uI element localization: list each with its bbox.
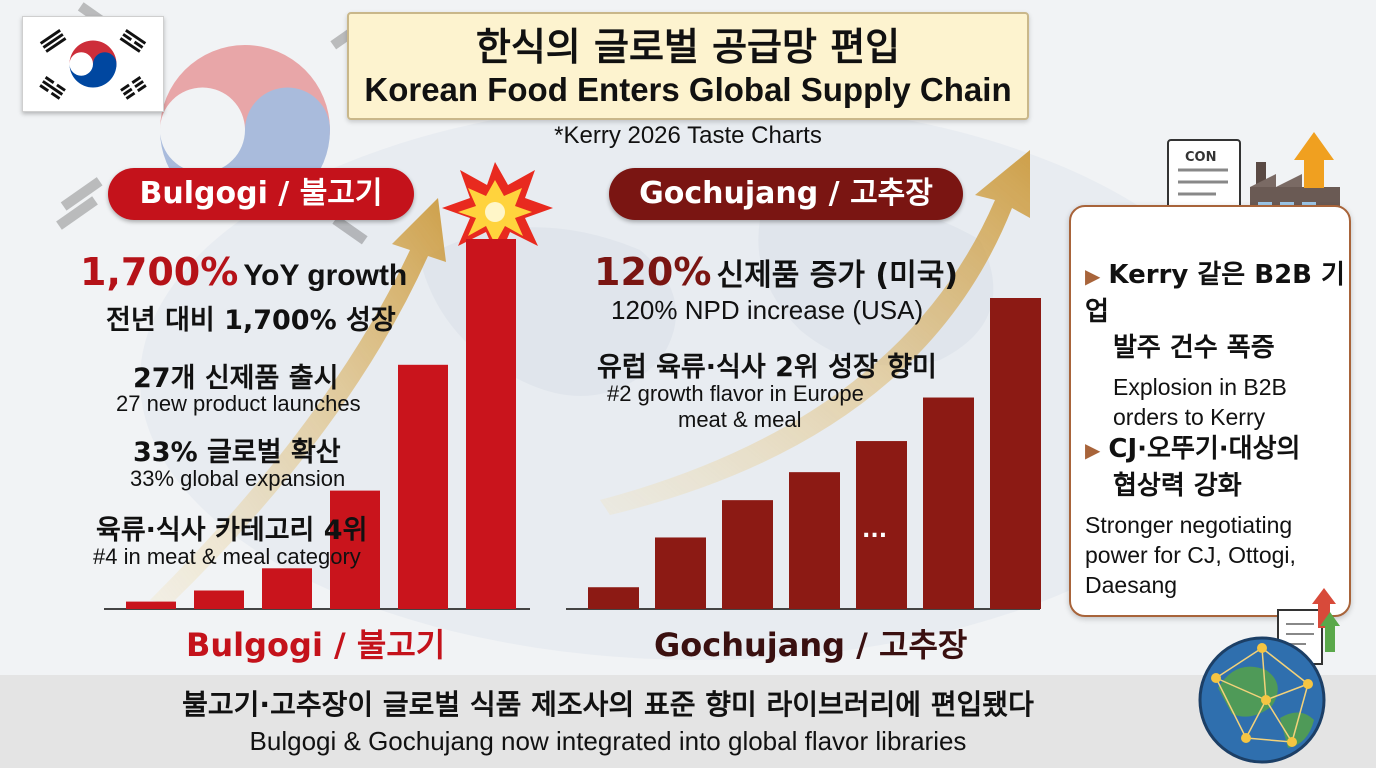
bulgogi-growth-arrow [150,198,446,605]
insight-b2b-english-line1: Explosion in B2B [1113,374,1287,400]
insight-negotiation-korean-line2: 협상력 강화 [1113,471,1242,501]
insight-negotiation-english-line3: Daesang [1085,572,1178,598]
insight-negotiation-korean: ▶ CJ·오뚜기·대상의 [1085,431,1345,468]
globe-network-icon [1198,588,1340,764]
gochujang-bar-4 [789,472,840,609]
bulgogi-stat2-english: 33% global expansion [130,466,346,491]
triangle-bullet-icon: ▶ [1085,264,1101,288]
summary-korean: 불고기·고추장이 글로벌 식품 제조사의 표준 향미 라이브러리에 편입됐다 [182,688,1034,721]
contract-icon-label: CON [1185,150,1217,165]
summary-footer: 불고기·고추장이 글로벌 식품 제조사의 표준 향미 라이브러리에 편입됐다 B… [0,675,1376,768]
gochujang-bar-3 [722,500,773,609]
gochujang-stat1-english-line2: meat & meal [678,407,802,432]
gochujang-bars [588,298,1041,609]
korean-flag-icon [22,16,164,112]
bulgogi-growth-value: 1,700% [80,250,239,294]
bulgogi-growth-korean: 전년 대비 1,700% 성장 [106,305,396,336]
gochujang-bar-5 [856,441,907,609]
insight-negotiation-english-line2: power for CJ, Ottogi, [1085,542,1296,568]
bulgogi-stat1-korean: 27개 신제품 출시 [133,363,339,394]
gochujang-bar-1 [588,587,639,609]
gochujang-growth-arrow [600,150,1030,515]
triangle-bullet-icon: ▶ [1085,438,1101,462]
bulgogi-stat3-english: #4 in meat & meal category [93,544,361,569]
bulgogi-stat2-korean: 33% 글로벌 확산 [133,437,341,468]
insight-item-negotiation: ▶ CJ·오뚜기·대상의 협상력 강화 Stronger negotiating … [1085,431,1345,600]
insight-b2b-korean-line2: 발주 건수 폭증 [1113,333,1275,363]
gochujang-growth-value: 120% [594,250,712,294]
bulgogi-bar-3 [262,568,312,609]
gochujang-growth-english: 120% NPD increase (USA) [611,295,924,325]
insight-negotiation-english-line1: Stronger negotiating [1085,512,1293,538]
gochujang-growth-korean: 신제품 증가 (미국) [716,258,959,293]
insight-negotiation-english: Stronger negotiating power for CJ, Ottog… [1085,510,1345,600]
bulgogi-bar-5 [398,364,448,609]
gochujang-ellipsis: ... [862,518,888,543]
bulgogi-bar-2 [194,590,244,609]
gochujang-axis-label: Gochujang / 고추장 [654,626,968,664]
gochujang-bar-6 [923,397,974,609]
gochujang-bar-7 [990,298,1041,609]
bulgogi-bar-1 [126,601,176,609]
page-title-english: Korean Food Enters Global Supply Chain [364,71,1012,108]
gochujang-stat1-korean: 유럽 육류·식사 2위 성장 향미 [597,352,937,383]
bulgogi-stat1-english: 27 new product launches [116,391,361,416]
gochujang-bar-2 [655,537,706,609]
bulgogi-headline: 1,700% YoY growth [80,250,407,294]
insight-b2b-english-line2: orders to Kerry [1113,404,1266,430]
bulgogi-bar-4 [330,490,380,609]
insight-negotiation-korean-line1: CJ·오뚜기·대상의 [1108,434,1301,464]
source-note: *Kerry 2026 Taste Charts [554,122,822,149]
insight-b2b-english: Explosion in B2B orders to Kerry [1085,372,1345,432]
title-box: 한식의 글로벌 공급망 편입 Korean Food Enters Global… [347,12,1029,120]
gochujang-stat1-english-line1: #2 growth flavor in Europe [607,381,864,406]
insight-item-b2b: ▶ Kerry 같은 B2B 기업 발주 건수 폭증 Explosion in B… [1085,257,1345,432]
page-title-korean: 한식의 글로벌 공급망 편입 [475,25,901,69]
summary-english: Bulgogi & Gochujang now integrated into … [249,726,967,756]
bulgogi-growth-label: YoY growth [243,259,408,292]
bulgogi-label-pill: Bulgogi / 불고기 [108,168,414,220]
insight-b2b-korean: ▶ Kerry 같은 B2B 기업 [1085,257,1345,330]
bulgogi-stat3-korean: 육류·식사 카테고리 4위 [96,515,368,546]
bulgogi-axis-label: Bulgogi / 불고기 [186,626,446,664]
gochujang-label-pill: Gochujang / 고추장 [609,168,963,220]
insight-panel: ▶ Kerry 같은 B2B 기업 발주 건수 폭증 Explosion in B… [1069,205,1351,617]
gochujang-headline: 120% 신제품 증가 (미국) [594,250,958,294]
insight-b2b-korean-line1: Kerry 같은 B2B 기업 [1085,260,1345,327]
bulgogi-bar-6 [466,239,516,609]
bulgogi-bars [126,239,516,609]
